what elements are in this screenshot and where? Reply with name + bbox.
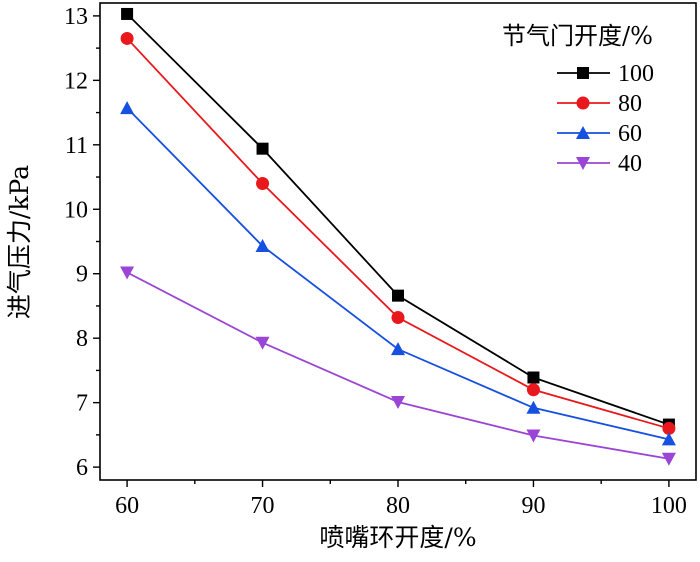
axis-ticks: 60 70 80 90 100 6 7 8 9 10 11 12 13 xyxy=(64,4,687,519)
y-tick-label: 12 xyxy=(64,68,88,94)
data-point xyxy=(526,383,540,397)
data-point xyxy=(527,371,540,384)
legend-label: 40 xyxy=(618,151,642,177)
series-40 xyxy=(120,266,676,466)
data-point xyxy=(256,176,270,190)
data-point xyxy=(391,342,405,356)
series-line-80 xyxy=(126,37,670,430)
x-tick-label: 70 xyxy=(251,493,275,519)
x-tick-label: 90 xyxy=(521,493,545,519)
y-tick-label: 13 xyxy=(64,4,88,30)
y-tick-label: 7 xyxy=(76,391,88,417)
data-point xyxy=(662,421,676,435)
data-point xyxy=(255,336,270,350)
data-point xyxy=(120,101,135,115)
series-80 xyxy=(120,31,676,435)
data-point xyxy=(121,7,134,20)
legend-title: 节气门开度/% xyxy=(502,22,653,50)
legend-entry-80: 80 xyxy=(557,91,642,117)
legend-label: 100 xyxy=(618,61,654,87)
y-tick-label: 10 xyxy=(64,197,88,223)
data-point xyxy=(661,432,676,446)
data-point xyxy=(526,429,541,443)
x-tick-label: 60 xyxy=(115,493,139,519)
data-point xyxy=(661,452,676,466)
data-point xyxy=(120,31,134,45)
data-point xyxy=(526,400,541,414)
legend-entry-40: 40 xyxy=(557,151,642,177)
y-tick-label: 6 xyxy=(76,455,88,481)
y-tick-label: 8 xyxy=(76,326,88,352)
data-point xyxy=(255,239,270,253)
legend-marker xyxy=(576,96,590,110)
x-axis-title: 喷嘴环开度/% xyxy=(319,523,476,552)
x-tick-label: 100 xyxy=(651,493,687,519)
legend: 节气门开度/% 100 80 60 40 xyxy=(502,22,654,177)
y-tick-label: 11 xyxy=(65,133,88,159)
legend-label: 80 xyxy=(618,91,642,117)
legend-marker xyxy=(576,157,590,170)
legend-marker xyxy=(576,126,590,139)
data-point xyxy=(391,396,405,410)
y-tick-label: 9 xyxy=(76,262,88,288)
series-60 xyxy=(120,101,676,446)
legend-entry-100: 100 xyxy=(557,61,654,87)
data-point xyxy=(391,311,405,325)
data-point xyxy=(120,266,135,280)
legend-label: 60 xyxy=(618,121,642,147)
series-layer xyxy=(120,7,676,466)
x-tick-label: 80 xyxy=(386,493,410,519)
legend-marker xyxy=(577,67,589,79)
legend-entry-60: 60 xyxy=(557,121,642,147)
data-point xyxy=(392,289,404,302)
data-point xyxy=(256,142,269,155)
series-100 xyxy=(121,7,675,431)
y-axis-title: 进气压力/kPa xyxy=(5,165,34,319)
